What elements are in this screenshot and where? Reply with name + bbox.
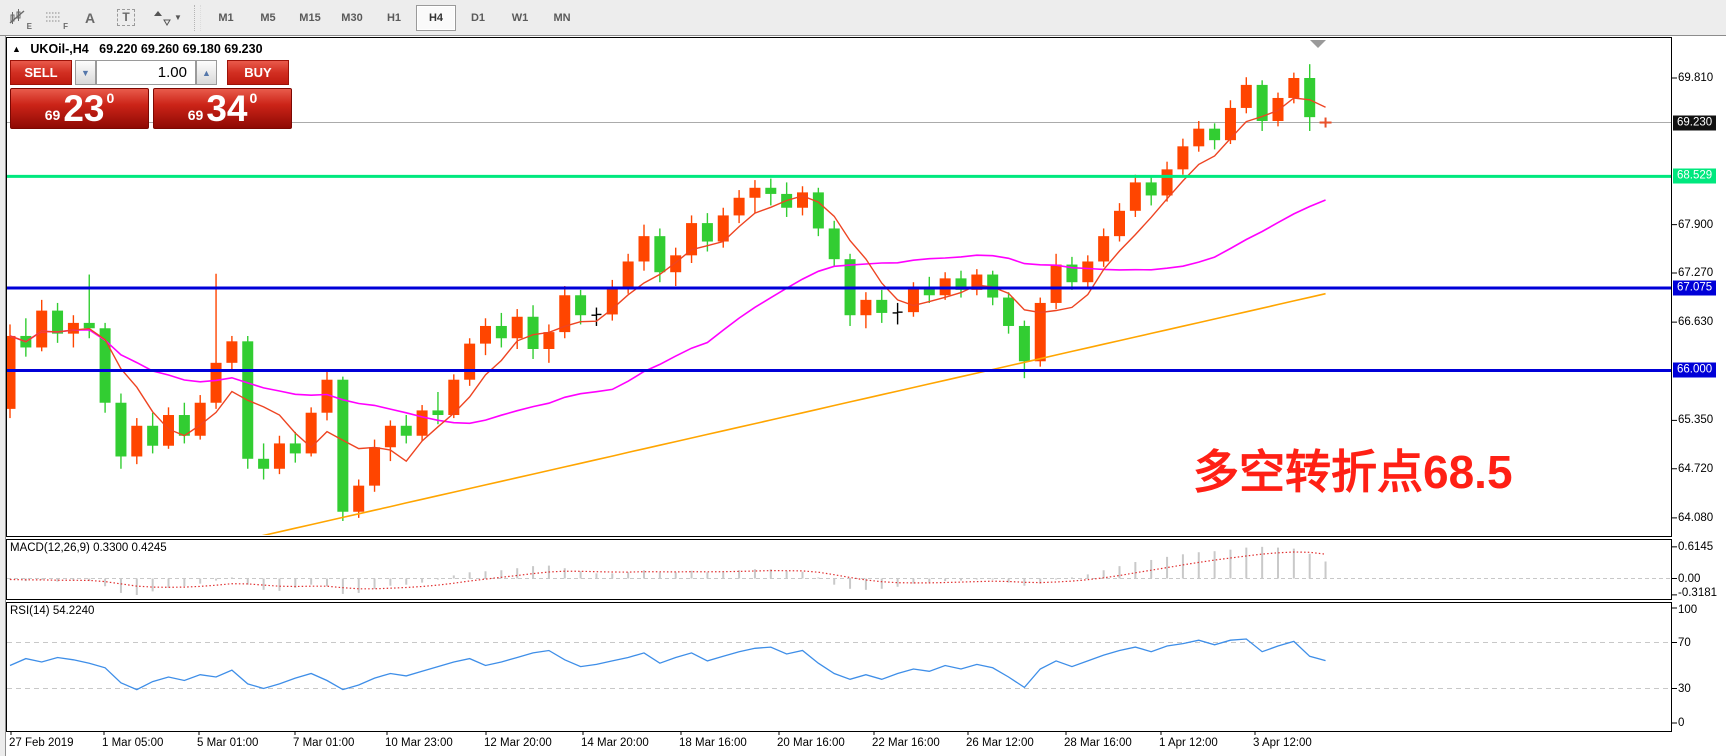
rsi-axis-label: 100 — [1678, 604, 1698, 616]
timeframe-m5[interactable]: M5 — [260, 11, 276, 24]
buy-price-sup: 0 — [249, 90, 258, 106]
expert-icon-letter: E — [26, 21, 32, 31]
volume-increase-button[interactable]: ▲ — [196, 60, 217, 85]
grid-f-icon[interactable]: F — [37, 4, 71, 32]
price-tick-label: 67.270 — [1678, 266, 1714, 279]
arrange-glyph — [154, 10, 171, 26]
price-tick-label: 69.810 — [1678, 72, 1714, 84]
time-axis-label: 20 Mar 16:00 — [777, 737, 845, 749]
volume-decrease-button[interactable]: ▼ — [75, 60, 96, 85]
timeframe-m30[interactable]: M30 — [341, 11, 363, 24]
price-tick-label: 65.350 — [1678, 414, 1714, 427]
arrange-objects-icon[interactable]: ▼ — [145, 4, 189, 32]
time-axis-label: 14 Mar 20:00 — [581, 737, 649, 749]
time-axis-label: 5 Mar 01:00 — [197, 737, 259, 749]
time-axis-label: 27 Feb 2019 — [9, 737, 74, 749]
buy-price-prefix: 69 — [187, 107, 204, 123]
macd-axis-label: 0.00 — [1678, 572, 1701, 585]
letter-a-icon[interactable]: A — [73, 4, 107, 32]
macd-axis-label: 0.6145 — [1678, 540, 1714, 553]
letter-a-glyph: A — [84, 9, 96, 26]
rsi-axis-label: 70 — [1678, 636, 1691, 649]
time-axis-label: 18 Mar 16:00 — [679, 737, 747, 749]
buy-price-big: 34 — [206, 88, 248, 129]
rsi-indicator-panel[interactable] — [6, 602, 1672, 732]
timeframe-m15[interactable]: M15 — [299, 11, 321, 24]
volume-input[interactable] — [96, 60, 196, 85]
sell-button[interactable]: SELL — [10, 60, 72, 85]
collapse-trade-panel-icon[interactable]: ▲ — [12, 44, 21, 54]
price-tick-label: 64.080 — [1678, 511, 1714, 524]
rsi-axis-label: 0 — [1678, 717, 1685, 729]
time-axis-label: 3 Apr 12:00 — [1253, 737, 1312, 749]
timeframe-h4[interactable]: H4 — [416, 4, 456, 31]
macd-label: MACD(12,26,9) 0.3300 0.4245 — [10, 542, 167, 554]
price-tick-label: 66.630 — [1678, 316, 1714, 329]
buy-price-box[interactable]: 69 34 0 — [153, 88, 292, 129]
timeframe-mn[interactable]: MN — [553, 11, 571, 24]
timeframe-h1[interactable]: H1 — [386, 11, 402, 24]
rsi-axis-label: 30 — [1678, 682, 1691, 695]
timeframe-w1[interactable]: W1 — [511, 11, 529, 24]
time-axis-label: 12 Mar 20:00 — [484, 737, 552, 749]
expert-chart-glyph — [9, 8, 25, 24]
price-badge: 66.000 — [1673, 362, 1717, 378]
dropdown-caret-icon: ▼ — [174, 13, 182, 22]
toolbar: E F A T ▼ M1 M5 M15 M30 H1 H4 D1 W1 MN — [0, 0, 1726, 36]
sell-price-prefix: 69 — [44, 107, 61, 123]
sell-button-label: SELL — [24, 65, 58, 80]
price-badge: 67.075 — [1673, 280, 1717, 296]
timeframe-bar: M1 M5 M15 M30 H1 H4 D1 W1 MN — [205, 4, 583, 31]
window-left-edge — [0, 36, 6, 756]
rsi-label: RSI(14) 54.2240 — [10, 605, 95, 617]
timeframe-d1[interactable]: D1 — [470, 11, 486, 24]
time-axis-label: 1 Apr 12:00 — [1159, 737, 1218, 749]
time-axis-label: 10 Mar 23:00 — [385, 737, 453, 749]
time-axis[interactable] — [6, 732, 1672, 756]
grid-icon-letter: F — [63, 21, 68, 31]
chart-text-annotation[interactable]: 多空转折点68.5 — [1193, 446, 1513, 498]
timeframe-m1[interactable]: M1 — [218, 11, 234, 24]
price-badge: 68.529 — [1673, 168, 1717, 184]
price-tick-label: 67.900 — [1678, 218, 1714, 231]
symbol-title: UKOil-,H4 — [30, 42, 89, 56]
expert-chart-icon[interactable]: E — [1, 4, 35, 32]
ohlc-values: 69.220 69.260 69.180 69.230 — [99, 42, 263, 56]
one-click-trading-widget: SELL ▼ ▲ BUY 69 23 0 69 34 0 — [8, 60, 295, 130]
text-box-icon[interactable]: T — [109, 4, 143, 32]
buy-button-label: BUY — [244, 65, 272, 80]
price-tick-label: 64.720 — [1678, 462, 1714, 475]
macd-axis-label: -0.3181 — [1678, 587, 1718, 599]
toolbar-separator — [194, 4, 201, 31]
time-axis-label: 26 Mar 12:00 — [966, 737, 1034, 749]
quote-row: ▲ UKOil-,H4 69.220 69.260 69.180 69.230 — [12, 42, 263, 56]
time-axis-label: 1 Mar 05:00 — [102, 737, 164, 749]
sell-price-box[interactable]: 69 23 0 — [10, 88, 149, 129]
time-axis-label: 28 Mar 16:00 — [1064, 737, 1132, 749]
macd-indicator-panel[interactable] — [6, 539, 1672, 600]
text-box-glyph: T — [117, 9, 135, 26]
sell-price-sup: 0 — [106, 90, 115, 106]
price-badge: 69.230 — [1673, 115, 1717, 131]
sell-price-big: 23 — [63, 88, 105, 129]
time-axis-label: 22 Mar 16:00 — [872, 737, 940, 749]
grid-glyph — [46, 12, 60, 21]
buy-button[interactable]: BUY — [227, 60, 289, 85]
time-axis-label: 7 Mar 01:00 — [293, 737, 355, 749]
